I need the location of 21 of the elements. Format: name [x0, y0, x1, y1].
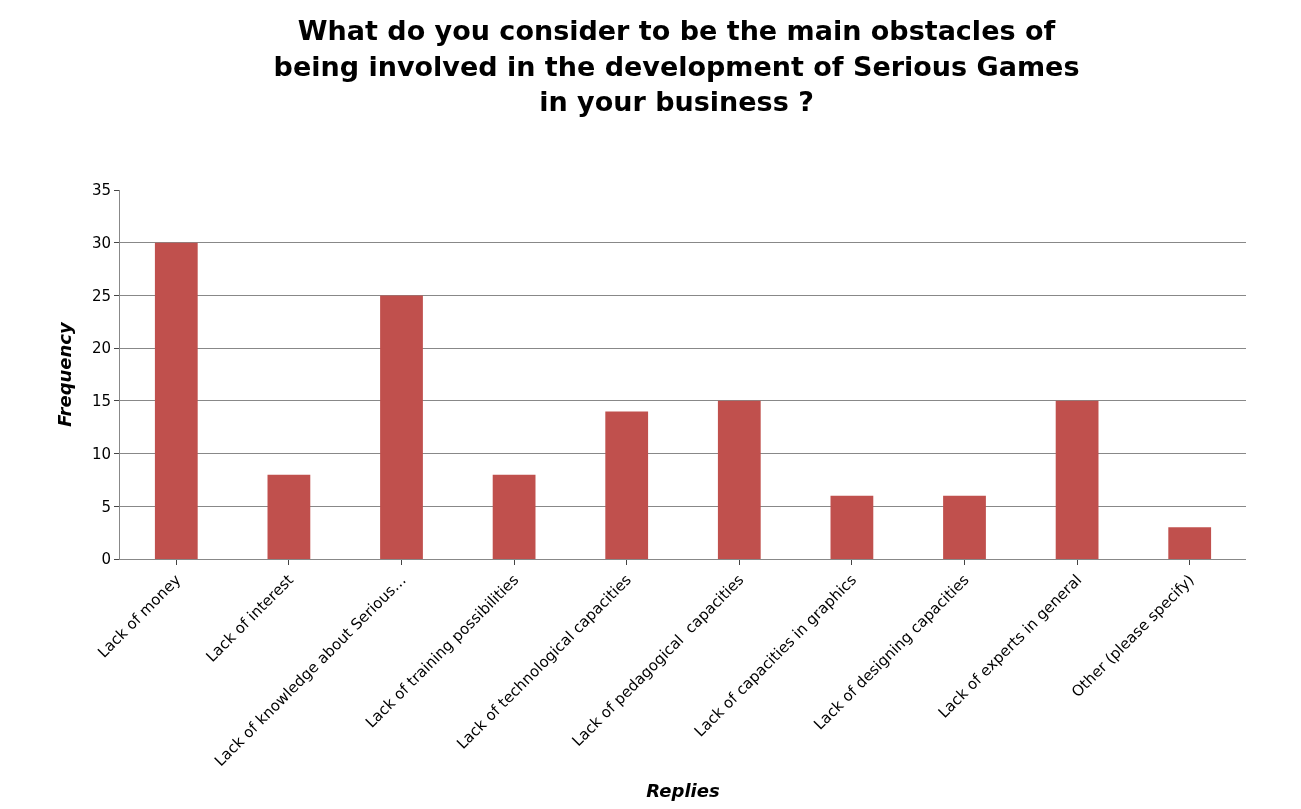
bar: [492, 474, 536, 559]
y-tick-label: 10: [91, 444, 111, 463]
bar: [943, 495, 986, 559]
bar: [605, 411, 649, 559]
y-axis-title: Frequency: [54, 320, 76, 427]
x-axis-title: Replies: [646, 779, 720, 801]
bar: [267, 474, 311, 559]
y-tick-label: 20: [91, 339, 111, 358]
bar: [830, 495, 874, 559]
bar: [154, 242, 198, 559]
bar: [1168, 527, 1212, 559]
chart-title: What do you consider to be the main obstacles of being involved in the development of Serious Games in your business ?: [273, 15, 1080, 117]
y-tick-label: 0: [101, 550, 111, 569]
y-tick-label: 35: [91, 181, 111, 200]
y-tick-label: 30: [91, 233, 111, 252]
y-tick-label: 5: [101, 497, 111, 516]
bar: [717, 400, 761, 559]
bar: [1055, 400, 1099, 559]
y-tick-label: 15: [91, 392, 111, 411]
y-tick-label: 25: [91, 286, 111, 305]
bar: [380, 295, 423, 559]
